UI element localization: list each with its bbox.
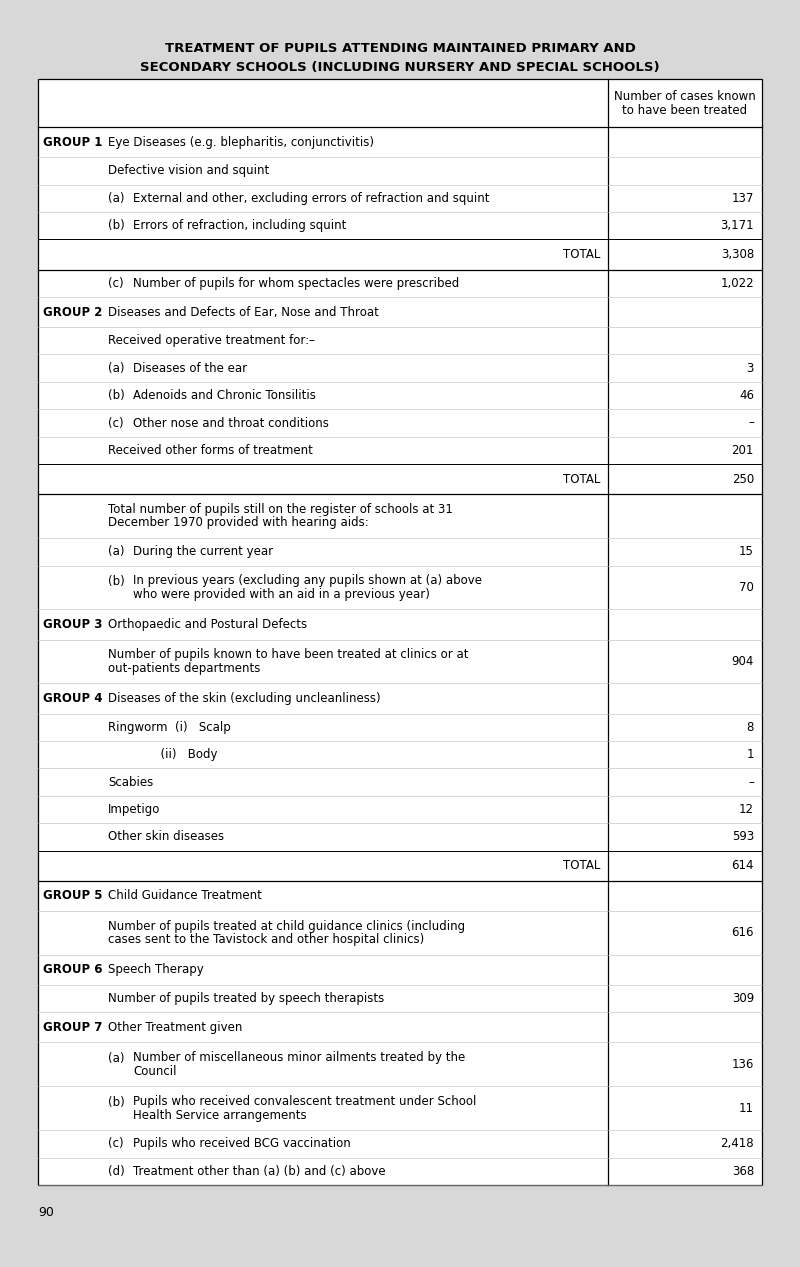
Text: Number of pupils known to have been treated at clinics or at: Number of pupils known to have been trea…: [108, 649, 469, 661]
Text: 137: 137: [732, 191, 754, 205]
Text: GROUP 1: GROUP 1: [43, 136, 102, 148]
Text: (b): (b): [108, 219, 125, 232]
Text: 614: 614: [731, 859, 754, 872]
Text: (d): (d): [108, 1164, 125, 1178]
Text: Council: Council: [133, 1064, 177, 1078]
Text: 136: 136: [732, 1058, 754, 1071]
Text: GROUP 4: GROUP 4: [43, 692, 102, 704]
Text: 616: 616: [731, 926, 754, 939]
Text: Received other forms of treatment: Received other forms of treatment: [108, 443, 313, 457]
Text: cases sent to the Tavistock and other hospital clinics): cases sent to the Tavistock and other ho…: [108, 933, 424, 946]
Text: Number of cases known: Number of cases known: [614, 90, 756, 103]
Text: (b): (b): [108, 389, 125, 402]
Text: to have been treated: to have been treated: [622, 104, 747, 117]
Text: –: –: [748, 417, 754, 430]
Text: Other Treatment given: Other Treatment given: [108, 1021, 242, 1034]
Text: GROUP 3: GROUP 3: [43, 618, 102, 631]
Text: TOTAL: TOTAL: [562, 859, 600, 872]
Text: During the current year: During the current year: [133, 545, 273, 559]
Text: –: –: [748, 775, 754, 788]
Text: TOTAL: TOTAL: [562, 473, 600, 485]
Text: 593: 593: [732, 830, 754, 844]
Text: External and other, excluding errors of refraction and squint: External and other, excluding errors of …: [133, 191, 490, 205]
Text: Diseases of the skin (excluding uncleanliness): Diseases of the skin (excluding uncleanl…: [108, 692, 381, 704]
Text: Defective vision and squint: Defective vision and squint: [108, 165, 270, 177]
Text: 2,418: 2,418: [720, 1138, 754, 1150]
Text: GROUP 2: GROUP 2: [43, 305, 102, 318]
Text: (c): (c): [108, 276, 124, 290]
Text: Diseases of the ear: Diseases of the ear: [133, 361, 247, 375]
Text: GROUP 6: GROUP 6: [43, 963, 102, 977]
Text: Other nose and throat conditions: Other nose and throat conditions: [133, 417, 329, 430]
Text: Number of miscellaneous minor ailments treated by the: Number of miscellaneous minor ailments t…: [133, 1052, 466, 1064]
Text: (b): (b): [108, 1096, 125, 1109]
Text: Adenoids and Chronic Tonsilitis: Adenoids and Chronic Tonsilitis: [133, 389, 316, 402]
Text: 90: 90: [38, 1205, 54, 1219]
Text: TREATMENT OF PUPILS ATTENDING MAINTAINED PRIMARY AND: TREATMENT OF PUPILS ATTENDING MAINTAINED…: [165, 43, 635, 56]
Text: (a): (a): [108, 191, 125, 205]
Text: 904: 904: [732, 655, 754, 668]
Text: 11: 11: [739, 1102, 754, 1115]
Text: 46: 46: [739, 389, 754, 402]
Text: (c): (c): [108, 1138, 124, 1150]
Text: (c): (c): [108, 417, 124, 430]
Text: TOTAL: TOTAL: [562, 248, 600, 261]
Text: 3,308: 3,308: [721, 248, 754, 261]
Text: Impetigo: Impetigo: [108, 803, 160, 816]
Text: Diseases and Defects of Ear, Nose and Throat: Diseases and Defects of Ear, Nose and Th…: [108, 305, 379, 318]
Text: Child Guidance Treatment: Child Guidance Treatment: [108, 889, 262, 902]
Text: Total number of pupils still on the register of schools at 31: Total number of pupils still on the regi…: [108, 503, 453, 516]
Text: Received operative treatment for:–: Received operative treatment for:–: [108, 334, 315, 347]
Text: 1,022: 1,022: [720, 276, 754, 290]
Text: December 1970 provided with hearing aids:: December 1970 provided with hearing aids…: [108, 517, 369, 530]
Text: 15: 15: [739, 545, 754, 559]
Text: who were provided with an aid in a previous year): who were provided with an aid in a previ…: [133, 588, 430, 601]
Text: Eye Diseases (e.g. blepharitis, conjunctivitis): Eye Diseases (e.g. blepharitis, conjunct…: [108, 136, 374, 148]
Text: Errors of refraction, including squint: Errors of refraction, including squint: [133, 219, 346, 232]
Text: GROUP 5: GROUP 5: [43, 889, 102, 902]
Text: 368: 368: [732, 1164, 754, 1178]
Text: Orthopaedic and Postural Defects: Orthopaedic and Postural Defects: [108, 618, 307, 631]
Text: (a): (a): [108, 361, 125, 375]
Text: Speech Therapy: Speech Therapy: [108, 963, 204, 977]
Text: Health Service arrangements: Health Service arrangements: [133, 1109, 306, 1121]
Text: 8: 8: [746, 721, 754, 734]
Text: Other skin diseases: Other skin diseases: [108, 830, 224, 844]
Bar: [38, 79, 762, 1185]
Text: 1: 1: [746, 749, 754, 761]
Text: out-patients departments: out-patients departments: [108, 661, 260, 675]
Text: 309: 309: [732, 992, 754, 1005]
Text: Number of pupils treated by speech therapists: Number of pupils treated by speech thera…: [108, 992, 384, 1005]
Text: 12: 12: [739, 803, 754, 816]
Text: In previous years (excluding any pupils shown at (a) above: In previous years (excluding any pupils …: [133, 574, 482, 587]
Text: Ringworm  (i)   Scalp: Ringworm (i) Scalp: [108, 721, 230, 734]
Text: Treatment other than (a) (b) and (c) above: Treatment other than (a) (b) and (c) abo…: [133, 1164, 386, 1178]
Text: Scabies: Scabies: [108, 775, 154, 788]
Text: SECONDARY SCHOOLS (INCLUDING NURSERY AND SPECIAL SCHOOLS): SECONDARY SCHOOLS (INCLUDING NURSERY AND…: [140, 61, 660, 73]
Text: Number of pupils for whom spectacles were prescribed: Number of pupils for whom spectacles wer…: [133, 276, 459, 290]
Text: 70: 70: [739, 582, 754, 594]
Text: (ii)   Body: (ii) Body: [108, 749, 218, 761]
Text: 250: 250: [732, 473, 754, 485]
Text: Number of pupils treated at child guidance clinics (including: Number of pupils treated at child guidan…: [108, 920, 465, 933]
Text: 201: 201: [732, 443, 754, 457]
Text: GROUP 7: GROUP 7: [43, 1021, 102, 1034]
Text: Pupils who received convalescent treatment under School: Pupils who received convalescent treatme…: [133, 1095, 476, 1109]
Text: (a): (a): [108, 1052, 125, 1064]
Text: (a): (a): [108, 545, 125, 559]
Text: (b): (b): [108, 575, 125, 588]
Text: 3: 3: [746, 361, 754, 375]
Text: Pupils who received BCG vaccination: Pupils who received BCG vaccination: [133, 1138, 350, 1150]
Text: 3,171: 3,171: [720, 219, 754, 232]
